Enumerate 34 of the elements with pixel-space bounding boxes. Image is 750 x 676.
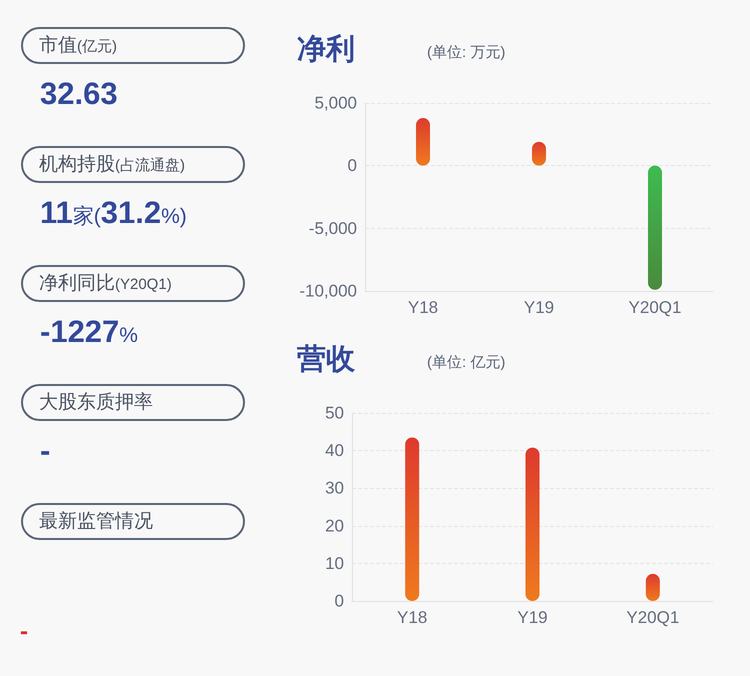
y-tick-label: 10 (325, 554, 344, 573)
y-tick-label: 30 (325, 478, 344, 498)
y-tick-label: 0 (334, 592, 344, 610)
bar (526, 448, 540, 601)
bar (648, 166, 662, 290)
x-tick-label: Y19 (524, 298, 554, 317)
text: 净利同比(Y20Q1) (21, 265, 245, 302)
y-tick-label: 5,000 (314, 94, 357, 112)
x-tick-label: Y20Q1 (628, 298, 682, 317)
chart-subtitle: (单位: 亿元) (427, 354, 506, 371)
text: 机构持股(占流通盘) (21, 146, 245, 183)
y-tick-label: 50 (325, 404, 344, 422)
x-tick-label: Y18 (397, 608, 428, 627)
chart-subtitle: (单位: 万元) (427, 44, 506, 61)
text: - (40, 433, 50, 469)
text: 32.63 (40, 76, 118, 112)
x-tick-label: Y18 (408, 298, 438, 317)
x-tick-label: Y19 (517, 608, 548, 627)
y-tick-label: 40 (325, 441, 344, 460)
text: 11家(31.2%) (40, 195, 187, 231)
y-tick-label: -5,000 (308, 218, 357, 238)
text: 市值(亿元) (21, 27, 245, 64)
text: - (20, 618, 28, 646)
bar (416, 118, 430, 166)
y-tick-label: 0 (348, 156, 357, 176)
x-tick-label: Y20Q1 (626, 608, 680, 627)
chart-title: 净利 (297, 34, 355, 66)
bar (405, 437, 420, 601)
y-tick-label: 20 (325, 516, 344, 536)
text: 最新监管情况 (21, 503, 245, 540)
text: -1227% (40, 314, 138, 350)
chart-title: 营收 (296, 344, 356, 376)
y-tick-label: -10,000 (299, 282, 357, 300)
text: 大股东质押率 (21, 384, 245, 421)
